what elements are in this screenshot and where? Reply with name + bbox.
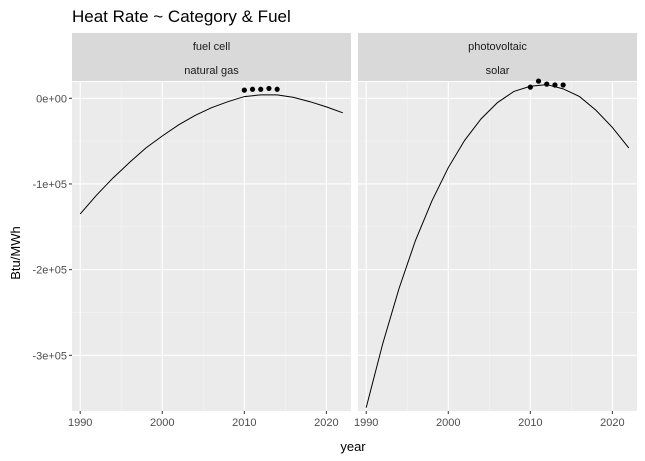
panel-background (358, 82, 637, 411)
x-tick-label: 1990 (354, 417, 378, 429)
data-point (544, 81, 550, 87)
facet-strip-label: natural gas (184, 65, 239, 77)
data-point (249, 86, 256, 92)
x-tick-label: 2010 (518, 417, 542, 429)
panel-background (72, 82, 351, 411)
x-tick-label: 1990 (68, 417, 92, 429)
chart-title: Heat Rate ~ Category & Fuel (72, 7, 291, 26)
data-point (258, 86, 264, 92)
trend-line (79, 94, 343, 215)
x-tick-label: 2000 (436, 417, 460, 429)
facet-strip-label: photovoltaic (468, 41, 527, 53)
x-tick-label: 2020 (314, 417, 338, 429)
data-point (552, 82, 558, 88)
x-tick-label: 2020 (600, 417, 624, 429)
data-point (274, 86, 280, 92)
facet-panel-2: photovoltaic solar 1990 2000 2010 2020 (354, 33, 637, 429)
facet-strip-label: solar (486, 65, 510, 77)
x-axis-title: year (340, 439, 366, 454)
y-tick-label: -1e+05 (32, 179, 67, 191)
facet-panel-1: fuel cell natural gas 1990 2000 2010 2020 0e+0… (32, 33, 351, 429)
data-point (560, 82, 566, 88)
data-point (266, 85, 272, 92)
y-tick-label: -3e+05 (32, 350, 67, 362)
y-tick-label: -2e+05 (32, 265, 67, 277)
data-point (241, 87, 247, 93)
y-tick-label: 0e+00 (36, 93, 67, 105)
plot-layer: fuel cell natural gas 1990 2000 2010 2020 0e+0… (32, 33, 637, 429)
data-point (535, 78, 542, 84)
facet-strip-label: fuel cell (193, 41, 230, 53)
trend-line (365, 84, 630, 408)
facet-strip-background (358, 33, 637, 81)
x-tick-label: 2010 (232, 417, 256, 429)
facet-strip-background (72, 33, 351, 81)
y-axis-title: Btu/MWh (8, 226, 23, 279)
data-point (527, 84, 533, 90)
x-tick-label: 2000 (150, 417, 174, 429)
